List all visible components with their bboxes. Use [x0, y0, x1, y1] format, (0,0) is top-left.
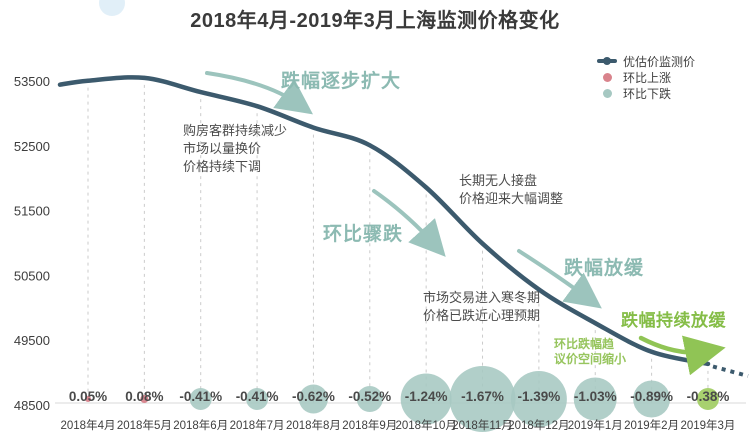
svg-text:2018年6月: 2018年6月: [173, 418, 228, 432]
legend-label: 环比上涨: [623, 70, 672, 85]
legend-item-mom-down: 环比下跌: [597, 86, 695, 101]
svg-text:2018年12月: 2018年12月: [508, 418, 569, 432]
svg-text:-1.67%: -1.67%: [461, 389, 504, 404]
svg-text:2018年10月: 2018年10月: [395, 418, 456, 432]
line-series-swatch-icon: [597, 57, 617, 65]
annotation-buyers-shrinking: 购房客群持续减少 市场以量换价 价格持续下调: [183, 123, 288, 174]
watermark-logo-icon: [99, 0, 125, 16]
svg-text:2019年3月: 2019年3月: [680, 418, 735, 432]
decline-slowing-arrow-icon: [517, 249, 602, 309]
annotation-mom-plunge: 环比骤跌: [323, 224, 404, 245]
svg-text:53500: 53500: [14, 74, 50, 89]
svg-text:2018年11月: 2018年11月: [452, 418, 513, 432]
annotation-winter-market: 市场交易进入寒冬期 价格已跌近心理预期: [423, 290, 541, 323]
legend-item-monitored-price: 优估价监测价: [597, 54, 696, 69]
svg-text:-1.03%: -1.03%: [574, 389, 617, 404]
svg-text:49500: 49500: [14, 333, 50, 348]
svg-text:2018年7月: 2018年7月: [230, 418, 285, 432]
legend-label: 优估价监测价: [623, 54, 696, 69]
svg-text:2018年4月: 2018年4月: [61, 418, 116, 432]
chart-title: 2018年4月-2019年3月上海监测价格变化: [190, 10, 560, 32]
svg-text:-1.39%: -1.39%: [517, 389, 560, 404]
legend-label: 环比下跌: [623, 86, 672, 101]
legend: 优估价监测价 环比上涨 环比下跌: [597, 54, 696, 101]
up-dot-icon: [603, 72, 612, 82]
svg-text:-1.24%: -1.24%: [405, 389, 448, 404]
svg-text:0.08%: 0.08%: [125, 389, 163, 404]
svg-text:-0.41%: -0.41%: [236, 389, 279, 404]
svg-text:-0.52%: -0.52%: [348, 389, 391, 404]
down-dot-icon: [603, 88, 612, 98]
svg-text:2018年8月: 2018年8月: [286, 418, 341, 432]
annotation-mom-narrowing: 环比跌幅趋 议价空间缩小: [554, 337, 627, 366]
svg-text:-0.62%: -0.62%: [292, 389, 335, 404]
svg-text:2018年9月: 2018年9月: [342, 418, 397, 432]
annotation-decline-keep-slowing: 跌幅持续放缓: [621, 311, 726, 330]
decline-keep-slowing-arrow-icon: [638, 335, 726, 376]
annotation-no-buyers: 长期无人接盘 价格迎来大幅调整: [459, 173, 564, 206]
svg-text:-0.41%: -0.41%: [179, 389, 222, 404]
annotation-decline-slowing: 跌幅放缓: [564, 258, 645, 279]
svg-text:2018年5月: 2018年5月: [117, 418, 172, 432]
mom-plunge-arrow-icon: [372, 189, 446, 257]
svg-text:52500: 52500: [14, 139, 50, 154]
decline-expanding-arrow-icon: [205, 71, 313, 115]
svg-text:2019年1月: 2019年1月: [568, 418, 623, 432]
svg-text:51500: 51500: [14, 204, 50, 219]
svg-text:0.05%: 0.05%: [69, 389, 107, 404]
annotation-decline-expanding: 跌幅逐步扩大: [281, 71, 402, 92]
svg-text:-0.38%: -0.38%: [687, 389, 730, 404]
legend-item-mom-up: 环比上涨: [597, 70, 695, 85]
svg-text:2019年2月: 2019年2月: [624, 418, 679, 432]
svg-text:48500: 48500: [14, 398, 50, 413]
svg-text:50500: 50500: [14, 268, 50, 283]
svg-text:-0.89%: -0.89%: [630, 389, 673, 404]
